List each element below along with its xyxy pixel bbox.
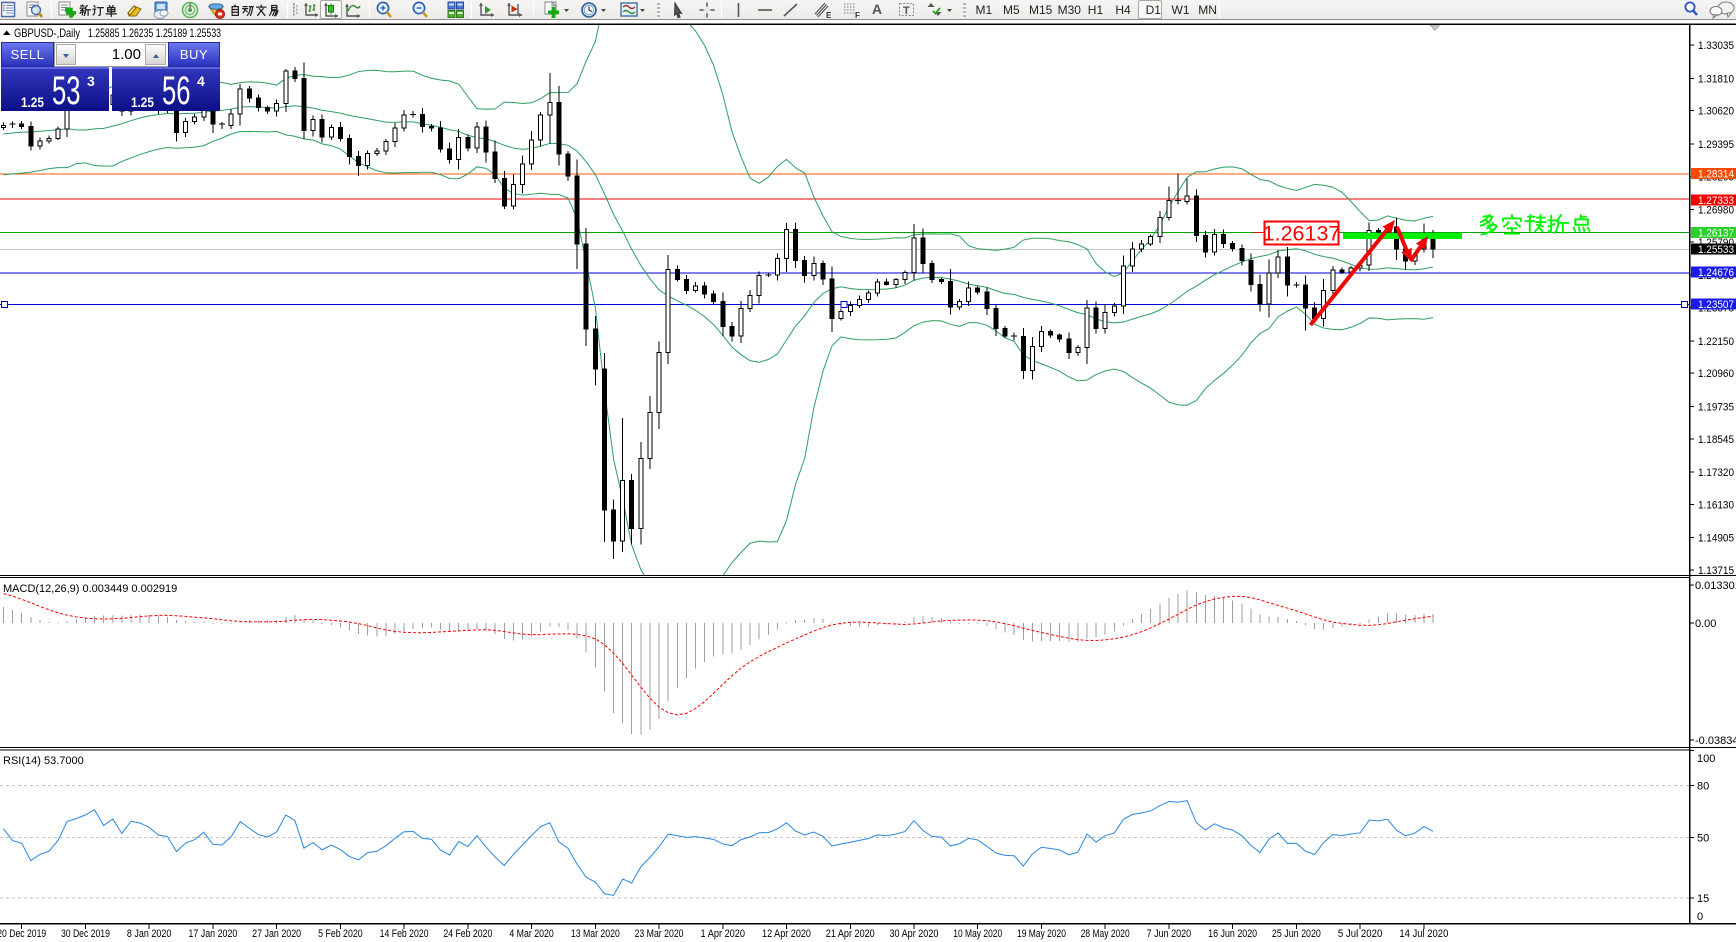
svg-text:8 Jan 2020: 8 Jan 2020 bbox=[127, 928, 172, 940]
svg-text:1.25885 1.26235 1.25189 1.2553: 1.25885 1.26235 1.25189 1.25533 bbox=[88, 26, 221, 40]
svg-text:14 Jul 2020: 14 Jul 2020 bbox=[1399, 928, 1448, 940]
svg-text:1.20960: 1.20960 bbox=[1698, 368, 1734, 380]
svg-text:1.16130: 1.16130 bbox=[1698, 499, 1734, 511]
svg-text:0.013301: 0.013301 bbox=[1695, 580, 1736, 592]
svg-text:17 Jan 2020: 17 Jan 2020 bbox=[188, 928, 237, 940]
svg-text:1.30620: 1.30620 bbox=[1698, 106, 1734, 118]
svg-text:50: 50 bbox=[1697, 832, 1709, 844]
svg-text:21 Apr 2020: 21 Apr 2020 bbox=[826, 928, 875, 940]
svg-text:80: 80 bbox=[1697, 780, 1709, 792]
svg-text:0: 0 bbox=[1697, 911, 1703, 923]
svg-text:19 May 2020: 19 May 2020 bbox=[1017, 928, 1066, 940]
svg-text:20 Dec 2019: 20 Dec 2019 bbox=[0, 928, 46, 940]
svg-text:7 Jun 2020: 7 Jun 2020 bbox=[1147, 928, 1192, 940]
svg-text:E: E bbox=[826, 11, 832, 20]
svg-text:1.13715: 1.13715 bbox=[1698, 565, 1734, 577]
svg-text:1.24676: 1.24676 bbox=[1698, 267, 1734, 279]
svg-text:0.00: 0.00 bbox=[1695, 618, 1716, 630]
svg-text:24 Feb 2020: 24 Feb 2020 bbox=[443, 928, 492, 940]
svg-text:12 Apr 2020: 12 Apr 2020 bbox=[762, 928, 811, 940]
svg-text:1.22150: 1.22150 bbox=[1698, 336, 1734, 348]
svg-text:MACD(12,26,9) 0.003449 0.00291: MACD(12,26,9) 0.003449 0.002919 bbox=[3, 583, 177, 595]
svg-text:1.26980: 1.26980 bbox=[1698, 205, 1734, 217]
svg-text:28 May 2020: 28 May 2020 bbox=[1081, 928, 1130, 940]
svg-text:4 Mar 2020: 4 Mar 2020 bbox=[509, 928, 554, 940]
svg-text:T: T bbox=[903, 5, 910, 17]
svg-text:10 May 2020: 10 May 2020 bbox=[953, 928, 1002, 940]
svg-text:5 Jul 2020: 5 Jul 2020 bbox=[1338, 928, 1383, 940]
svg-text:RSI(14) 53.7000: RSI(14) 53.7000 bbox=[3, 755, 84, 767]
svg-text:1.19735: 1.19735 bbox=[1698, 401, 1734, 413]
svg-text:F: F bbox=[855, 11, 860, 20]
svg-text:14 Feb 2020: 14 Feb 2020 bbox=[380, 928, 429, 940]
svg-text:15: 15 bbox=[1697, 893, 1709, 905]
svg-text:23 Mar 2020: 23 Mar 2020 bbox=[635, 928, 684, 940]
svg-text:16 Jun 2020: 16 Jun 2020 bbox=[1208, 928, 1257, 940]
svg-text:1.25533: 1.25533 bbox=[1698, 244, 1734, 256]
svg-text:1.17320: 1.17320 bbox=[1698, 467, 1734, 479]
svg-text:1 Apr 2020: 1 Apr 2020 bbox=[701, 928, 746, 940]
svg-text:100: 100 bbox=[1697, 753, 1715, 765]
svg-text:1.26137: 1.26137 bbox=[1698, 227, 1734, 239]
svg-text:1.23507: 1.23507 bbox=[1698, 299, 1734, 311]
svg-text:25 Jun 2020: 25 Jun 2020 bbox=[1272, 928, 1321, 940]
svg-text:13 Mar 2020: 13 Mar 2020 bbox=[571, 928, 620, 940]
svg-text:1.26137: 1.26137 bbox=[1263, 222, 1341, 246]
svg-text:1.14905: 1.14905 bbox=[1698, 533, 1734, 545]
svg-text:GBPUSD-,Daily: GBPUSD-,Daily bbox=[14, 26, 80, 40]
svg-text:1.18545: 1.18545 bbox=[1698, 434, 1734, 446]
svg-text:1.31810: 1.31810 bbox=[1698, 73, 1734, 85]
svg-text:1.33035: 1.33035 bbox=[1698, 40, 1734, 52]
svg-text:30 Dec 2019: 30 Dec 2019 bbox=[61, 928, 110, 940]
svg-text:-0.038343: -0.038343 bbox=[1695, 735, 1736, 747]
svg-text:1.28314: 1.28314 bbox=[1698, 168, 1734, 180]
svg-text:1.27333: 1.27333 bbox=[1698, 195, 1734, 207]
svg-text:5 Feb 2020: 5 Feb 2020 bbox=[318, 928, 363, 940]
svg-text:1.29395: 1.29395 bbox=[1698, 139, 1734, 151]
svg-text:30 Apr 2020: 30 Apr 2020 bbox=[890, 928, 939, 940]
svg-text:27 Jan 2020: 27 Jan 2020 bbox=[252, 928, 301, 940]
